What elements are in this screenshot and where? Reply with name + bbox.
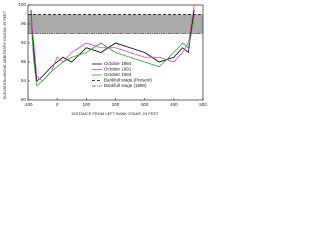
legend-label: October 1994 [104, 72, 132, 77]
y-tick-label: 92 [21, 40, 27, 45]
y-tick-label: 84 [21, 78, 27, 83]
legend-label: October 1991 [104, 67, 132, 72]
x-tick-label: 400 [170, 102, 178, 107]
chart: ELEVATION ABOVE ARBITRARY DATUM, IN FEET… [3, 2, 207, 116]
series-line [30, 9, 195, 82]
y-tick-label: 96 [21, 21, 27, 26]
y-tick-label: 100 [18, 2, 26, 7]
x-axis-label: DISTANCE FROM LEFT BANK STAKE, IN FEET [71, 111, 159, 116]
x-tick-label: 100 [83, 102, 91, 107]
shaded-band [28, 14, 203, 34]
legend-label: October 1984 [104, 61, 132, 66]
x-tick-label: 0 [56, 102, 59, 107]
x-tick-label: 200 [112, 102, 120, 107]
series-line [30, 14, 195, 87]
y-tick-label: 80 [21, 97, 27, 102]
x-tick-label: 500 [199, 102, 207, 107]
y-axis-label: ELEVATION ABOVE ARBITRARY DATUM, IN FEET [3, 10, 7, 99]
legend-label: Bankfull stage (1980) [104, 83, 147, 88]
x-tick-label: 300 [141, 102, 149, 107]
y-tick-label: 88 [21, 59, 27, 64]
x-tick-label: -100 [23, 102, 33, 107]
legend-label: Bankfull stage (Present) [104, 78, 153, 83]
